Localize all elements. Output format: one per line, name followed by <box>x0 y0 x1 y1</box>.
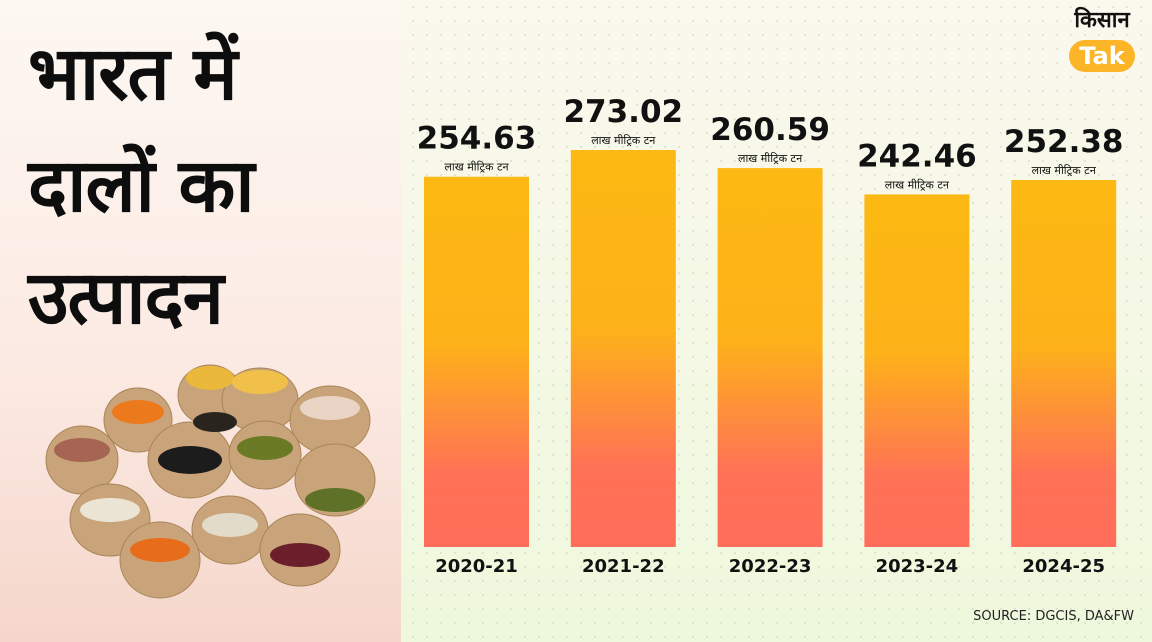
title-line-2: दालों का <box>28 143 255 229</box>
value-label: 254.63 <box>417 121 537 157</box>
title-panel: भारत में दालों का उत्पादन <box>0 0 401 642</box>
bar-2022-23 <box>717 168 823 548</box>
x-tick-label: 2023-24 <box>876 556 959 577</box>
unit-label: लाख मीट्रिक टन <box>885 178 950 191</box>
bar-2024-25 <box>1011 180 1117 547</box>
x-tick-label: 2022-23 <box>729 556 812 577</box>
value-label: 273.02 <box>563 94 683 130</box>
bar-2021-22 <box>570 150 676 547</box>
value-label: 252.38 <box>1004 124 1124 160</box>
logo-hindi: किसान <box>1074 8 1130 33</box>
logo-brand: Tak <box>1069 40 1135 72</box>
unit-label: लाख मीट्रिक टन <box>1032 164 1097 177</box>
unit-label: लाख मीट्रिक टन <box>591 134 656 147</box>
value-label: 242.46 <box>857 138 977 174</box>
bar-2020-21 <box>424 176 529 547</box>
pulse-sacks-illustration <box>45 364 376 599</box>
title-line-3: उत्पादन <box>28 255 224 341</box>
x-tick-label: 2020-21 <box>435 556 518 577</box>
bar-2023-24 <box>864 194 970 547</box>
unit-label: लाख मीट्रिक टन <box>444 161 509 174</box>
unit-label: लाख मीट्रिक टन <box>738 152 803 165</box>
value-label: 260.59 <box>710 112 830 148</box>
page-title: भारत में दालों का उत्पादन <box>28 18 398 354</box>
source-note: SOURCE: DGCIS, DA&FW <box>973 609 1134 624</box>
kisan-tak-logo: किसान Tak <box>1062 6 1142 80</box>
x-tick-label: 2021-22 <box>582 556 665 577</box>
title-line-1: भारत में <box>28 31 238 117</box>
x-tick-label: 2024-25 <box>1022 556 1105 577</box>
